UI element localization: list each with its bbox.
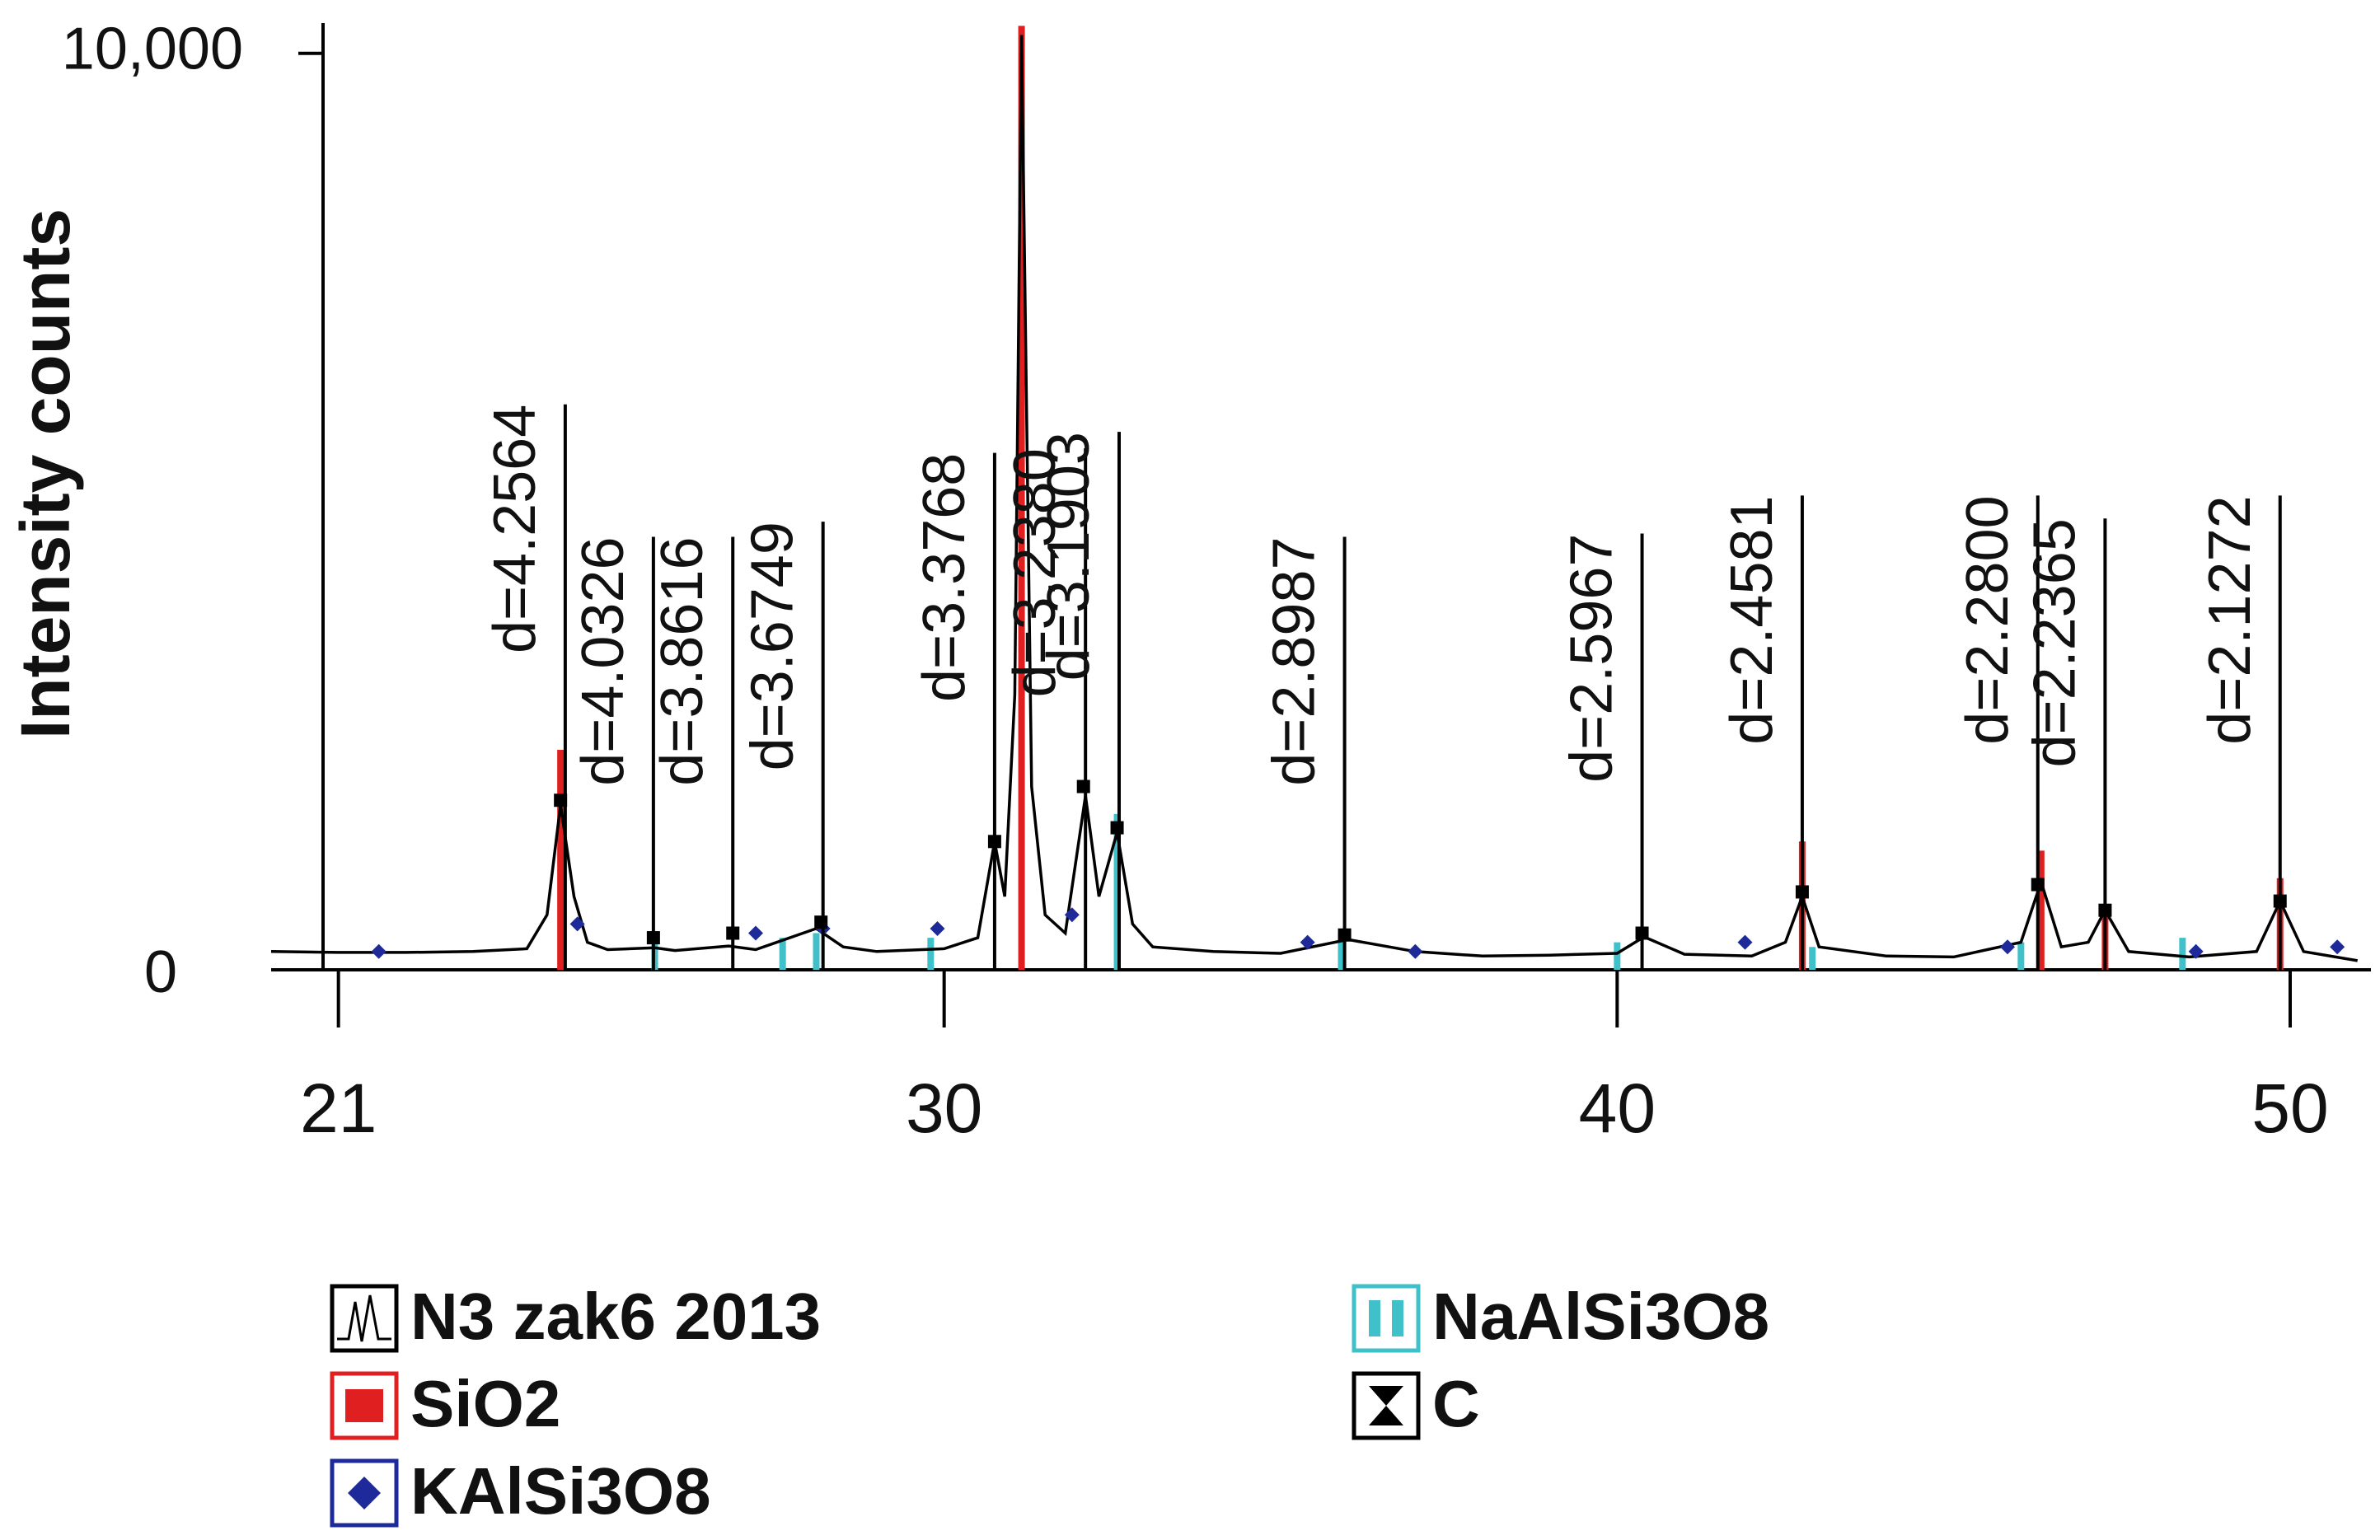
x-tick-label: 40 <box>1579 1070 1656 1147</box>
legend-icon-fill <box>345 1389 383 1422</box>
legend-icon <box>330 1458 399 1528</box>
reference-marker <box>1064 907 1080 923</box>
annotation-label: d=3.3768 <box>911 453 977 702</box>
reference-marker <box>1076 779 1090 793</box>
reference-marker <box>2188 943 2204 959</box>
legend-icon-box <box>330 1371 399 1440</box>
reference-marker <box>569 916 585 932</box>
annotation-label: d=2.8987 <box>1262 536 1328 785</box>
legend-icon-fill <box>348 1477 381 1510</box>
legend-label: C <box>1432 1367 1480 1440</box>
reference-marker <box>1408 943 1423 959</box>
legend-icon <box>330 1371 399 1440</box>
legend-label: KAlSi3O8 <box>410 1454 711 1528</box>
legend-icon <box>330 1284 399 1353</box>
legend-icon-fill <box>1369 1300 1380 1336</box>
annotation-label: d=3.2380 <box>1002 448 1068 697</box>
legend-icon-box <box>1352 1284 1421 1353</box>
x-tick-label: 21 <box>300 1070 377 1147</box>
annotation-label: d=4.2564 <box>482 405 548 653</box>
reference-marker <box>2330 939 2345 955</box>
annotation-label: d=4.0326 <box>570 536 636 785</box>
reference-marker <box>371 943 387 959</box>
reference-marker <box>930 920 945 936</box>
legend-icon <box>1352 1284 1421 1353</box>
x-tick-label: 30 <box>906 1070 982 1147</box>
reference-marker <box>1110 821 1124 835</box>
y-axis-label: Intensity counts <box>7 208 84 739</box>
annotation-label: d=3.1903 <box>1036 432 1102 681</box>
annotation-label: d=3.8616 <box>649 536 715 785</box>
y-tick-label: 0 <box>144 939 177 1005</box>
annotation-label: d=2.1272 <box>2197 495 2263 744</box>
y-tick-label: 10,000 <box>62 16 243 82</box>
reference-marker <box>814 915 828 929</box>
legend-label: NaAlSi3O8 <box>1432 1280 1769 1353</box>
reference-marker <box>1300 934 1315 950</box>
annotation-label: d=2.2365 <box>2022 518 2087 767</box>
legend-icon-fill <box>1392 1300 1403 1336</box>
annotation-label: d=2.2800 <box>1955 495 2021 744</box>
annotation-label: d=2.5967 <box>1559 534 1625 783</box>
x-tick-label: 50 <box>2251 1070 2328 1147</box>
annotation-label: d=3.6749 <box>740 522 806 770</box>
reference-marker <box>748 925 763 941</box>
reference-marker <box>1737 934 1753 950</box>
annotation-label: d=2.4581 <box>1719 495 1785 744</box>
legend-label: SiO2 <box>410 1367 560 1440</box>
legend-label: N3 zak6 2013 <box>410 1280 821 1353</box>
pattern-line <box>270 35 2358 962</box>
legend-icon-box <box>330 1284 399 1353</box>
legend-icon-box <box>1352 1371 1421 1440</box>
reference-marker <box>2000 939 2015 955</box>
legend-icon-fill <box>1369 1386 1403 1425</box>
legend-icon <box>1352 1371 1421 1440</box>
legend-icon-line <box>337 1294 391 1342</box>
